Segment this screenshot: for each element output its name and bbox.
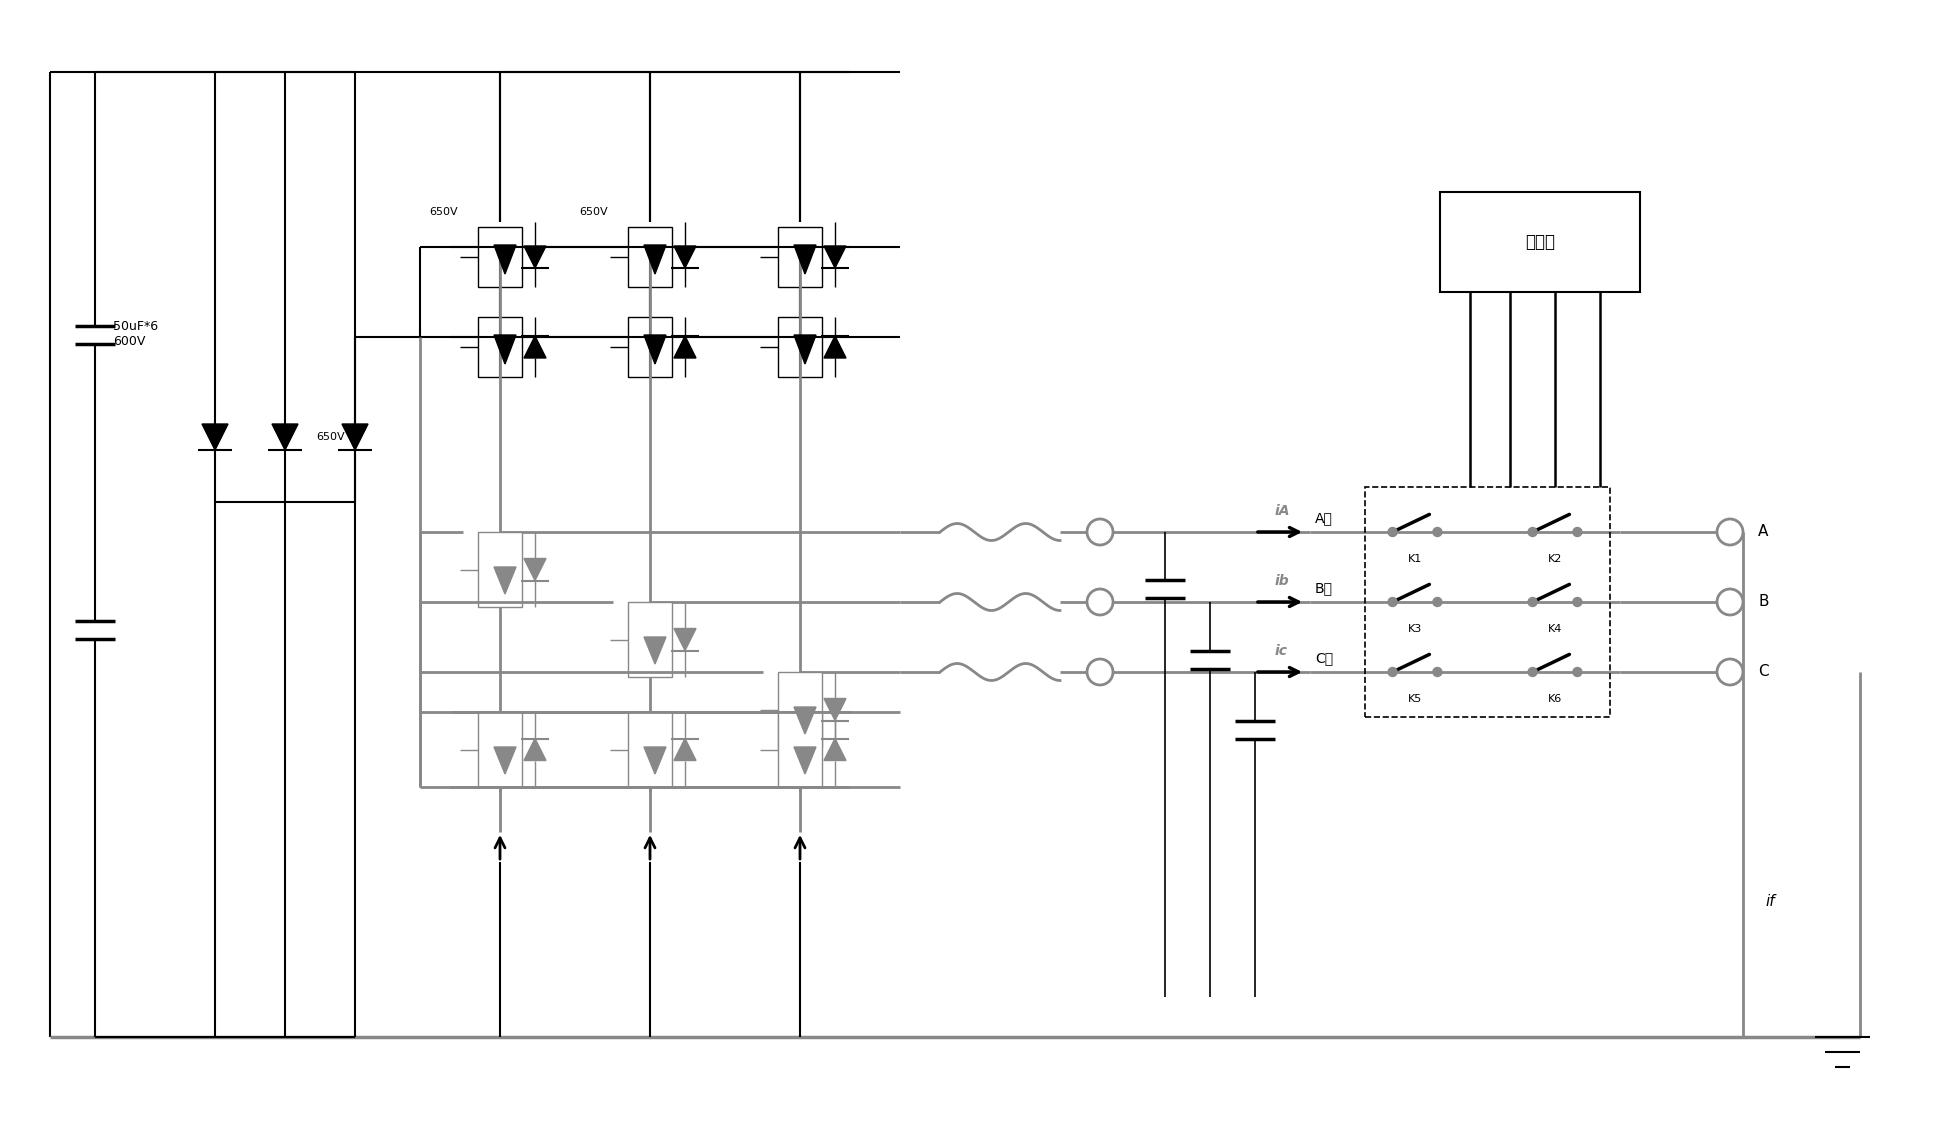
Circle shape <box>1528 598 1538 607</box>
Circle shape <box>1389 527 1397 536</box>
Text: A组: A组 <box>1314 511 1332 525</box>
Text: 控制器: 控制器 <box>1524 233 1555 251</box>
Text: K3: K3 <box>1409 624 1422 634</box>
Bar <box>629 603 672 677</box>
Polygon shape <box>645 335 666 364</box>
Circle shape <box>1389 668 1397 677</box>
Bar <box>1365 487 1610 717</box>
Bar <box>778 672 823 747</box>
Circle shape <box>1432 598 1442 607</box>
Polygon shape <box>645 637 666 664</box>
Bar <box>478 227 521 287</box>
Polygon shape <box>494 567 515 594</box>
Text: C组: C组 <box>1314 651 1334 665</box>
Polygon shape <box>343 424 368 450</box>
Circle shape <box>1573 598 1583 607</box>
Text: K1: K1 <box>1409 554 1422 564</box>
Polygon shape <box>793 245 817 274</box>
Polygon shape <box>793 747 817 774</box>
Bar <box>478 712 521 787</box>
Polygon shape <box>674 738 695 761</box>
Bar <box>778 318 823 377</box>
Bar <box>778 712 823 787</box>
Polygon shape <box>825 246 846 268</box>
Polygon shape <box>645 245 666 274</box>
Bar <box>629 712 672 787</box>
Polygon shape <box>202 424 227 450</box>
Circle shape <box>1573 527 1583 536</box>
Polygon shape <box>523 335 547 358</box>
Text: B: B <box>1757 595 1769 609</box>
Polygon shape <box>825 335 846 358</box>
Polygon shape <box>825 699 846 720</box>
Polygon shape <box>674 246 695 268</box>
Polygon shape <box>793 707 817 734</box>
Polygon shape <box>272 424 298 450</box>
Bar <box>629 318 672 377</box>
Text: 650V: 650V <box>315 432 345 442</box>
Circle shape <box>1528 668 1538 677</box>
Bar <box>778 227 823 287</box>
Text: A: A <box>1757 524 1769 540</box>
Circle shape <box>1573 668 1583 677</box>
Text: 50uF*6
600V: 50uF*6 600V <box>114 320 159 348</box>
Polygon shape <box>674 628 695 651</box>
Circle shape <box>1528 527 1538 536</box>
Bar <box>1440 192 1640 292</box>
Polygon shape <box>674 335 695 358</box>
Text: K2: K2 <box>1548 554 1561 564</box>
Text: K6: K6 <box>1548 695 1561 703</box>
Polygon shape <box>523 738 547 761</box>
Circle shape <box>1432 668 1442 677</box>
Text: ib: ib <box>1275 574 1289 588</box>
Polygon shape <box>825 738 846 761</box>
Bar <box>478 318 521 377</box>
Text: B组: B组 <box>1314 581 1332 595</box>
Polygon shape <box>494 747 515 774</box>
Text: iA: iA <box>1275 504 1291 518</box>
Text: 650V: 650V <box>429 206 458 217</box>
Text: K5: K5 <box>1409 695 1422 703</box>
Polygon shape <box>645 747 666 774</box>
Text: if: if <box>1765 894 1775 910</box>
Text: C: C <box>1757 664 1769 680</box>
Circle shape <box>1389 598 1397 607</box>
Bar <box>478 532 521 607</box>
Bar <box>629 227 672 287</box>
Polygon shape <box>793 335 817 364</box>
Text: K4: K4 <box>1548 624 1561 634</box>
Polygon shape <box>523 559 547 580</box>
Polygon shape <box>494 335 515 364</box>
Text: 650V: 650V <box>580 206 607 217</box>
Text: ic: ic <box>1275 644 1287 657</box>
Circle shape <box>1432 527 1442 536</box>
Polygon shape <box>523 246 547 268</box>
Polygon shape <box>494 245 515 274</box>
